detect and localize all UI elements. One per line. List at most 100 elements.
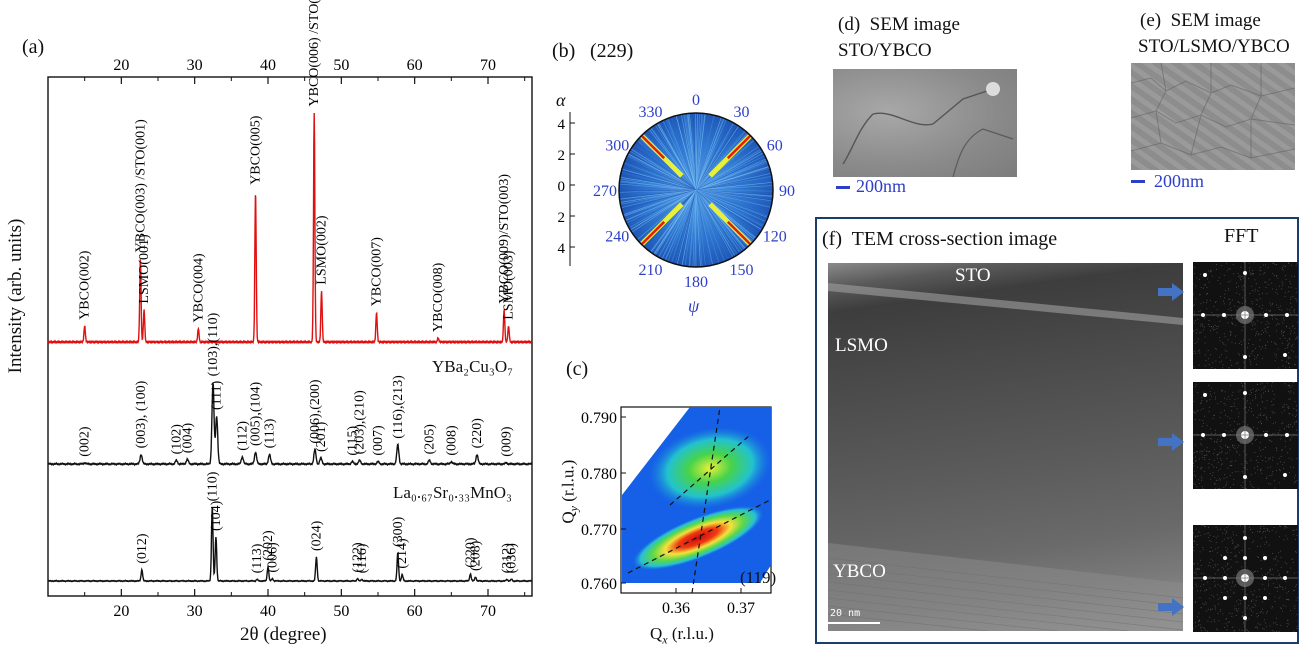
- xrd-peak-label: (104): [209, 500, 224, 531]
- xrd-peak-label: YBCO(008): [431, 262, 446, 332]
- xrd-curves-group: [48, 113, 532, 582]
- xrd-peak-label: LSMO(003): [502, 250, 517, 320]
- rsm-y-tick: 0.790: [581, 410, 617, 427]
- pole-alpha-tick: 2: [558, 148, 566, 164]
- xrd-peak-label: YBCO(002): [78, 250, 93, 320]
- tem-scale-label: 20 nm: [830, 608, 860, 619]
- xrd-peak-label: (203),(210): [353, 390, 368, 454]
- xrd-peak-label: (002): [78, 426, 93, 457]
- xrd-peak-label: (005),(104): [249, 382, 264, 446]
- xrd-top-tick-label: 20: [113, 57, 129, 74]
- xrd-peak-label: (116): [355, 543, 370, 573]
- xrd-peak-label: (208): [469, 540, 484, 571]
- xrd-peak-label: (007): [371, 425, 386, 456]
- xrd-top-tick-label: 50: [333, 57, 349, 74]
- pole-figure-alpha-ticks: 4 2 0 2 4: [558, 117, 576, 257]
- pole-angle-label: 210: [639, 262, 663, 279]
- rsm-map: 0.790 0.780 0.770 0.760 0.36 0.37: [570, 395, 810, 625]
- sem-image-sto-ybco: [833, 69, 1017, 177]
- xrd-tick-group: 20 20 30 30 40 40 50 50 60 60 70 70: [85, 57, 525, 620]
- panel-e-subtitle: STO/LSMO/YBCO: [1138, 36, 1290, 58]
- pole-angle-label: 330: [639, 104, 663, 121]
- xrd-peak-label: (111): [210, 380, 225, 410]
- xrd-bottom-tick-label: 30: [187, 603, 203, 620]
- panel-d-subtitle: STO/YBCO: [838, 40, 932, 62]
- xrd-top-tick-label: 70: [480, 57, 496, 74]
- panel-b-label: (b): [552, 40, 575, 63]
- xrd-top-tick-label: 40: [260, 57, 276, 74]
- rsm-y-tick: 0.780: [581, 466, 617, 483]
- xrd-peak-label: (024): [309, 520, 324, 551]
- panel-b-title: (229): [590, 40, 633, 63]
- xrd-peak-label: (009): [499, 426, 514, 457]
- xrd-peak-label: LSMO(001): [137, 234, 152, 304]
- xrd-bottom-tick-label: 60: [407, 603, 423, 620]
- tem-layer-lsmo: LSMO: [835, 335, 888, 357]
- xrd-peak-label: (205): [422, 424, 437, 455]
- xrd-peak-label: YBCO(005): [249, 115, 264, 185]
- xrd-peak-label: YBCO(003) /STO(001): [133, 119, 148, 252]
- pole-angle-label: 0: [692, 92, 700, 109]
- xrd-peak-label: (103),(110): [206, 312, 221, 376]
- xrd-peak-label: YBCO(007): [370, 237, 385, 307]
- xrd-bottom-tick-label: 50: [333, 603, 349, 620]
- sem-e-scale-label: 200nm: [1154, 171, 1204, 192]
- xrd-series-0: [48, 113, 532, 343]
- xrd-bottom-tick-label: 70: [480, 603, 496, 620]
- xrd-peak-label: (220): [470, 418, 485, 449]
- pole-angle-label: 150: [730, 262, 754, 279]
- pole-figure: 0 30 60 90 120 150 180 210 240 270 300 330 4 2 0 2 4: [545, 80, 805, 320]
- tem-image: STO LSMO YBCO 20 nm: [828, 263, 1183, 631]
- pole-angle-label: 90: [779, 183, 795, 200]
- xrd-chart: 202030304040505060607070 YBCO(002)YBCO(0…: [0, 0, 545, 651]
- xrd-series-2: [48, 508, 532, 582]
- pole-angle-label: 270: [593, 183, 617, 200]
- sem-d-scale-bar: [836, 186, 850, 189]
- xrd-peak-label: (008): [444, 425, 459, 456]
- pole-alpha-tick: 4: [558, 241, 566, 257]
- panel-f-title: (f) TEM cross-section image: [822, 228, 1057, 251]
- panel-c-label: (c): [566, 358, 588, 381]
- panel-d-title: (d) SEM image: [838, 14, 960, 36]
- fft-title: FFT: [1224, 225, 1258, 248]
- xrd-peak-label: YBCO(006) /STO(002): [307, 0, 322, 107]
- fft-image-sto: [1193, 262, 1298, 369]
- xrd-peak-label: (004): [180, 423, 195, 454]
- xrd-peak-label: (012): [135, 533, 150, 564]
- fft-image-ybco: [1193, 525, 1298, 632]
- pole-alpha-tick: 4: [558, 117, 566, 133]
- pole-alpha-tick: 0: [558, 179, 566, 195]
- xrd-series-1: [48, 383, 532, 465]
- xrd-bottom-tick-label: 40: [260, 603, 276, 620]
- xrd-top-tick-label: 60: [407, 57, 423, 74]
- xrd-peak-label: (006): [265, 542, 280, 573]
- sem-image-sto-lsmo-ybco: [1131, 63, 1295, 170]
- xrd-peak-label: (214): [395, 538, 410, 569]
- sem-e-scale-bar: [1131, 180, 1145, 183]
- rsm-x-axis-label: Qx (r.l.u.): [650, 624, 714, 647]
- xrd-peak-labels-group: YBCO(002) YBCO(003) /STO(001)LSMO(001) YBC…: [78, 0, 520, 573]
- panel-e-title: (e) SEM image: [1140, 10, 1261, 32]
- pole-alpha-tick: 2: [558, 210, 566, 226]
- pole-angle-label: 120: [763, 229, 787, 246]
- sem-d-scale-label: 200nm: [856, 176, 906, 197]
- arrow-icon-lsmo: [1158, 433, 1184, 456]
- rsm-x-tick: 0.36: [662, 600, 690, 617]
- pole-angle-label: 30: [734, 104, 750, 121]
- tem-layer-sto: STO: [955, 265, 991, 287]
- pole-angle-label: 240: [605, 229, 629, 246]
- rsm-reflection-label: (119): [740, 568, 776, 588]
- xrd-peak-label: LSMO(002): [315, 215, 330, 285]
- pole-angle-label: 60: [767, 138, 783, 155]
- xrd-frame: [48, 77, 532, 596]
- rsm-x-tick: 0.37: [727, 600, 755, 617]
- pole-angle-label: 300: [605, 138, 629, 155]
- xrd-top-tick-label: 30: [187, 57, 203, 74]
- xrd-peak-label: (036): [504, 543, 519, 574]
- fft-image-lsmo: [1193, 382, 1298, 489]
- xrd-peak-label: (201): [314, 421, 329, 452]
- tem-layer-ybco: YBCO: [833, 561, 886, 583]
- xrd-peak-label: (003), (100): [134, 380, 149, 448]
- xrd-peak-label: (116),(213): [391, 375, 406, 439]
- rsm-y-tick: 0.770: [581, 522, 617, 539]
